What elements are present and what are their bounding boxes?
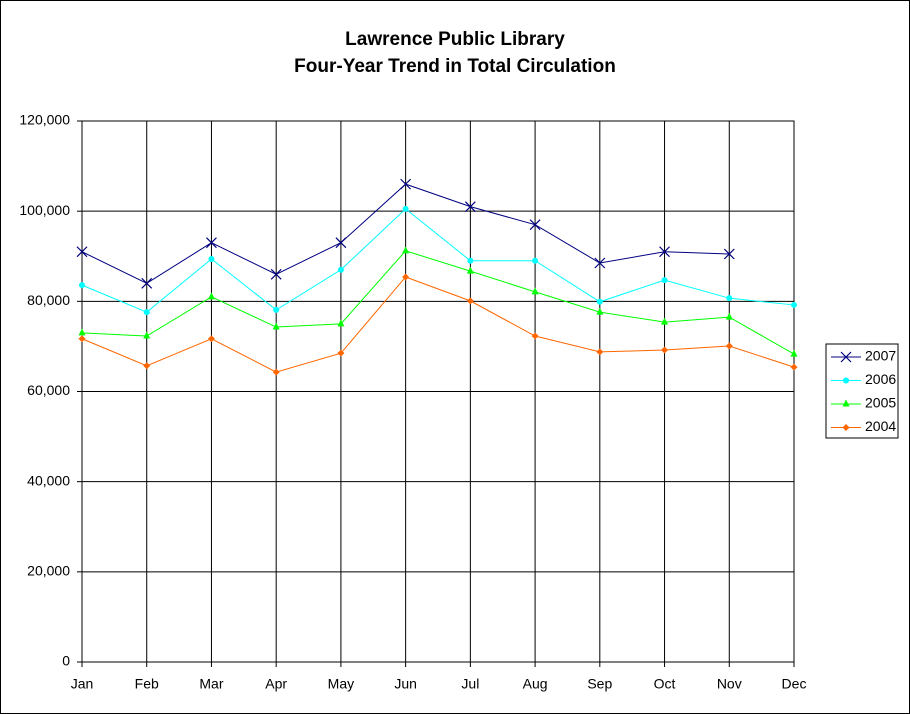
x-tick-label: Aug — [523, 676, 548, 692]
point — [272, 322, 280, 330]
point — [790, 363, 798, 371]
legend-box — [825, 343, 899, 439]
legend-marker — [843, 377, 849, 384]
point — [661, 317, 669, 325]
point — [531, 287, 539, 295]
x-tick-label: Jun — [394, 676, 417, 692]
point — [726, 295, 733, 302]
point — [467, 257, 474, 264]
point — [272, 368, 280, 376]
x-tick-label: Feb — [135, 676, 159, 692]
legend-label: 2007 — [865, 348, 896, 364]
x-tick-label: Dec — [782, 676, 807, 692]
point — [659, 246, 670, 258]
x-tick-label: Jan — [71, 676, 94, 692]
point — [790, 349, 798, 357]
point — [76, 246, 88, 258]
y-tick-label: 80,000 — [27, 292, 70, 308]
y-tick-label: 20,000 — [27, 563, 70, 579]
point — [143, 362, 151, 370]
y-tick-label: 120,000 — [19, 112, 70, 128]
point — [400, 178, 412, 190]
series-line — [81, 250, 795, 355]
point — [723, 248, 735, 260]
chart-subtitle: Four-Year Trend in Total Circulation — [294, 56, 616, 77]
point — [464, 201, 476, 213]
legend-label: 2004 — [865, 418, 896, 434]
point — [661, 277, 668, 284]
point — [335, 237, 347, 249]
x-tick-label: Sep — [587, 676, 612, 692]
series-line — [81, 276, 795, 373]
point — [725, 312, 733, 320]
point — [78, 335, 86, 343]
point — [143, 331, 151, 339]
chart-title: Lawrence Public Library — [345, 29, 565, 50]
point — [273, 306, 280, 313]
point — [208, 255, 215, 262]
x-tick-label: Oct — [654, 676, 676, 692]
y-tick-label: 100,000 — [19, 202, 70, 218]
point — [402, 273, 410, 281]
point — [596, 307, 604, 315]
point — [143, 309, 150, 316]
y-tick-label: 40,000 — [27, 472, 70, 488]
x-tick-label: May — [328, 676, 354, 692]
point — [466, 297, 474, 305]
point — [79, 282, 85, 289]
point — [337, 319, 345, 327]
x-tick-label: Jul — [461, 676, 479, 692]
point — [594, 257, 606, 269]
point — [791, 301, 797, 308]
point — [270, 268, 282, 280]
point — [207, 292, 215, 300]
point — [337, 266, 344, 273]
point — [531, 332, 539, 340]
legend-label: 2005 — [865, 395, 896, 411]
point — [402, 246, 410, 254]
legend-marker — [840, 351, 852, 363]
legend-label: 2006 — [865, 371, 896, 387]
y-tick-label: 60,000 — [27, 382, 70, 398]
legend-marker — [842, 424, 850, 431]
point — [206, 237, 217, 249]
x-tick-label: Apr — [265, 676, 287, 692]
point — [141, 277, 153, 289]
point — [661, 346, 669, 354]
x-tick-label: Mar — [199, 676, 223, 692]
series-line — [81, 208, 795, 313]
point — [596, 348, 604, 356]
point — [402, 205, 409, 212]
point — [596, 298, 603, 305]
y-tick-label: 0 — [62, 653, 70, 669]
legend-marker — [842, 399, 850, 407]
point — [78, 328, 86, 336]
point — [725, 342, 733, 350]
point — [466, 266, 474, 274]
point — [529, 219, 541, 231]
x-tick-label: Nov — [717, 676, 742, 692]
point — [337, 349, 345, 357]
point — [207, 335, 215, 343]
point — [532, 257, 539, 264]
